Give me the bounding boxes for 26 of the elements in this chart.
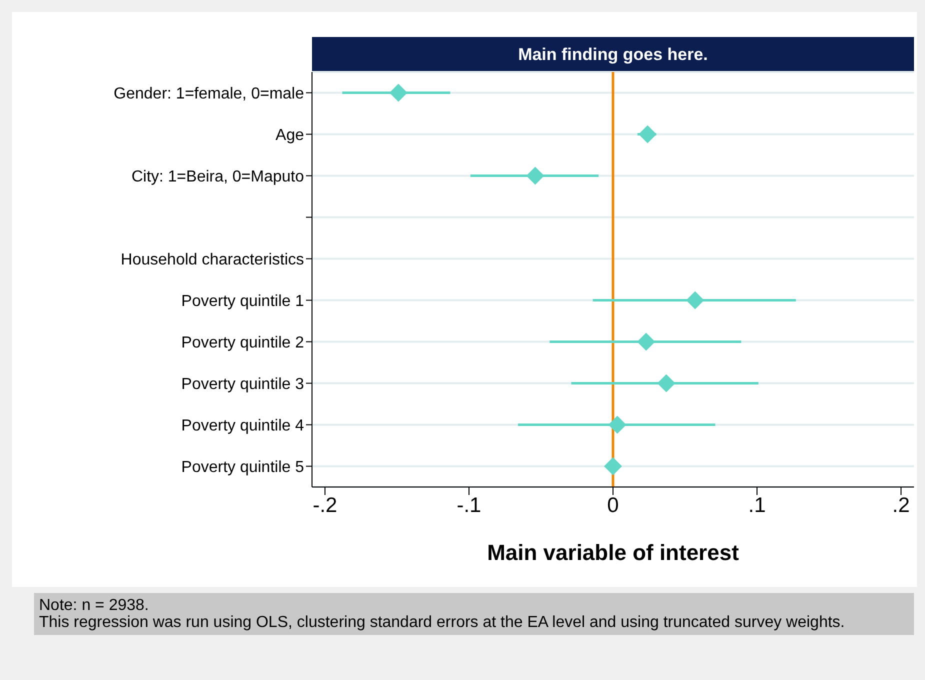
y-tick-label: Age xyxy=(276,126,304,144)
point xyxy=(686,291,704,310)
x-tick-label: 0 xyxy=(607,494,619,517)
y-tick-label: Poverty quintile 1 xyxy=(181,292,304,310)
x-axis-title: Main variable of interest xyxy=(487,540,740,565)
point xyxy=(637,332,656,351)
y-tick-label: Poverty quintile 2 xyxy=(181,334,304,352)
y-tick-label: Household characteristics xyxy=(120,251,304,268)
point xyxy=(638,125,657,144)
x-tick-label: -.1 xyxy=(456,494,482,517)
y-tick-label: Gender: 1=female, 0=male xyxy=(114,85,304,102)
point xyxy=(608,416,626,434)
x-tick-label: -.2 xyxy=(312,494,338,517)
y-tick-label: Poverty quintile 3 xyxy=(181,376,304,393)
point xyxy=(657,374,676,392)
y-tick-label: Poverty quintile 5 xyxy=(181,458,304,476)
x-tick-label: .2 xyxy=(892,494,910,517)
text: This regression was run using OLS, clustering standard errors at the EA level and using truncated survey weights. xyxy=(39,614,846,631)
y-tick-label: City: 1=Beira, 0=Maputo xyxy=(131,168,304,186)
point xyxy=(604,457,622,476)
x-tick-label: .1 xyxy=(748,494,766,517)
chart-title: Main finding goes here. xyxy=(312,37,914,72)
text: Note: n = 2938. xyxy=(39,597,150,614)
y-tick-label: Poverty quintile 4 xyxy=(181,417,304,434)
point xyxy=(526,166,544,185)
point xyxy=(389,84,408,102)
